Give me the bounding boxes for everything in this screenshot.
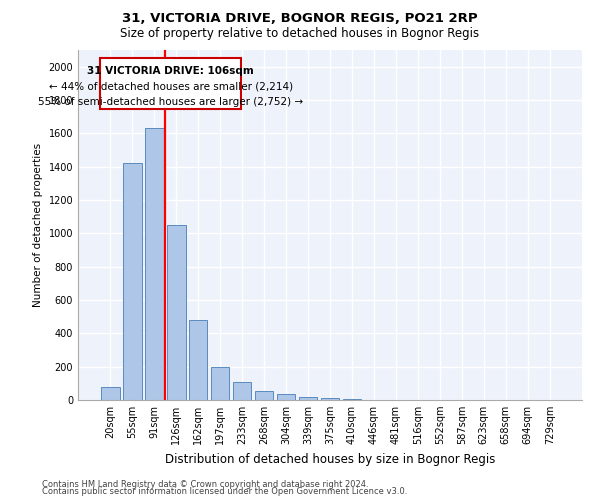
Text: Contains HM Land Registry data © Crown copyright and database right 2024.: Contains HM Land Registry data © Crown c…	[42, 480, 368, 489]
Bar	[299, 396, 317, 400]
FancyBboxPatch shape	[100, 58, 241, 109]
Bar	[343, 399, 361, 400]
Text: 55% of semi-detached houses are larger (2,752) →: 55% of semi-detached houses are larger (…	[38, 96, 303, 106]
Bar	[145, 128, 164, 400]
Text: ← 44% of detached houses are smaller (2,214): ← 44% of detached houses are smaller (2,…	[49, 81, 293, 91]
Text: Contains public sector information licensed under the Open Government Licence v3: Contains public sector information licen…	[42, 487, 407, 496]
Bar	[320, 398, 340, 400]
Bar	[211, 366, 229, 400]
Bar	[167, 225, 185, 400]
Y-axis label: Number of detached properties: Number of detached properties	[33, 143, 43, 307]
Text: 31 VICTORIA DRIVE: 106sqm: 31 VICTORIA DRIVE: 106sqm	[88, 66, 254, 76]
Bar	[255, 391, 274, 400]
Bar	[123, 164, 142, 400]
X-axis label: Distribution of detached houses by size in Bognor Regis: Distribution of detached houses by size …	[165, 452, 495, 466]
Text: Size of property relative to detached houses in Bognor Regis: Size of property relative to detached ho…	[121, 28, 479, 40]
Bar	[189, 320, 208, 400]
Text: 31, VICTORIA DRIVE, BOGNOR REGIS, PO21 2RP: 31, VICTORIA DRIVE, BOGNOR REGIS, PO21 2…	[122, 12, 478, 26]
Bar	[277, 394, 295, 400]
Bar	[101, 386, 119, 400]
Bar	[233, 382, 251, 400]
